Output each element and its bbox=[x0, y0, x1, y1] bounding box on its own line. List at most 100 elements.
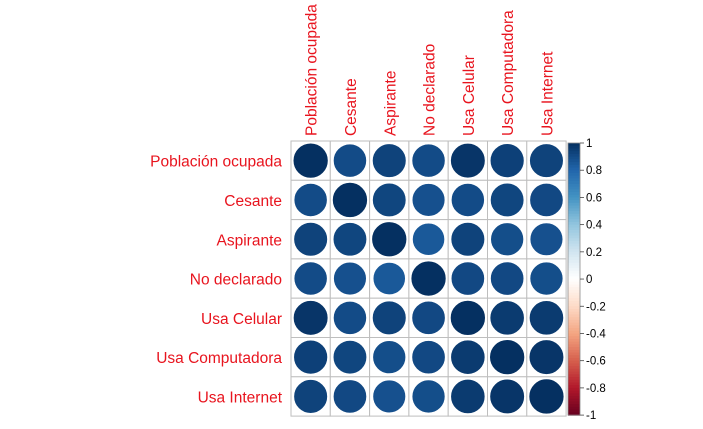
colorbar-segment bbox=[568, 379, 580, 384]
colorbar-segment bbox=[568, 387, 580, 392]
colorbar-segment bbox=[568, 357, 580, 362]
correlation-circle bbox=[489, 261, 525, 296]
correlation-circle bbox=[489, 339, 526, 376]
correlation-circle bbox=[293, 261, 328, 296]
colorbar-segment bbox=[568, 363, 580, 367]
correlation-circle bbox=[528, 378, 565, 415]
colorbar-segment bbox=[568, 289, 580, 294]
correlation-circle bbox=[528, 339, 565, 376]
colorbar-segment bbox=[568, 230, 580, 234]
colorbar-segment bbox=[568, 308, 580, 313]
colorbar-segment bbox=[568, 338, 580, 343]
correlation-circle bbox=[410, 260, 447, 297]
correlation-circle bbox=[371, 143, 407, 179]
colorbar-segment bbox=[568, 311, 580, 316]
correlation-grid bbox=[290, 140, 567, 417]
correlation-circle bbox=[529, 222, 564, 257]
colorbar-segment bbox=[568, 219, 580, 223]
colorbar-segment bbox=[568, 191, 580, 196]
colorbar-tick-label: -0.2 bbox=[586, 301, 606, 313]
colorbar-segment bbox=[568, 281, 580, 286]
colorbar-tick-label: -0.4 bbox=[586, 328, 606, 340]
correlation-circle bbox=[332, 261, 368, 296]
colorbar-segment bbox=[568, 183, 580, 188]
colorbar-segment bbox=[568, 181, 580, 185]
colorbar-segment bbox=[568, 344, 580, 348]
colorbar-segment bbox=[568, 268, 580, 272]
colorbar-segment bbox=[568, 368, 580, 373]
correlation-circle bbox=[529, 182, 564, 218]
colorbar-segment bbox=[568, 221, 580, 226]
column-label: No declarado bbox=[422, 44, 439, 136]
correlation-circle bbox=[450, 339, 486, 375]
row-label: Usa Computadora bbox=[156, 350, 282, 367]
colorbar-segment bbox=[568, 406, 580, 411]
colorbar-segment bbox=[568, 377, 580, 381]
row-label: Usa Internet bbox=[198, 389, 283, 406]
correlation-circle bbox=[292, 299, 329, 336]
colorbar-segment bbox=[568, 170, 580, 174]
colorbar-segment bbox=[568, 317, 580, 321]
colorbar-tick-label: -0.8 bbox=[586, 383, 606, 395]
colorbar-segment bbox=[568, 409, 580, 413]
colorbar-segment bbox=[568, 319, 580, 324]
correlation-circle bbox=[371, 182, 407, 218]
colorbar-segment bbox=[568, 175, 580, 179]
colorbar-segment bbox=[568, 262, 580, 267]
colorbar-segment bbox=[568, 224, 580, 228]
correlation-circle bbox=[372, 339, 407, 375]
colorbar-segment bbox=[568, 325, 580, 329]
colorbar-segment bbox=[568, 279, 580, 283]
colorbar-segment bbox=[568, 298, 580, 302]
colorbar-segment bbox=[568, 366, 580, 370]
correlation-circle bbox=[411, 143, 446, 178]
column-label: Usa Celular bbox=[461, 55, 478, 136]
colorbar-segment bbox=[568, 412, 580, 416]
correlation-circle bbox=[332, 379, 368, 414]
correlation-circle bbox=[293, 221, 329, 257]
correlation-circle bbox=[411, 339, 446, 375]
colorbar-segment bbox=[568, 151, 580, 155]
colorbar-segment bbox=[568, 143, 580, 147]
colorbar-segment bbox=[568, 153, 580, 158]
correlation-circle bbox=[371, 221, 408, 258]
colorbar-segment bbox=[568, 164, 580, 169]
correlation-circle bbox=[332, 300, 368, 336]
colorbar-segment bbox=[568, 390, 580, 394]
colorbar-tick-label: 0 bbox=[586, 274, 592, 286]
colorbar-segment bbox=[568, 257, 580, 261]
correlation-circle bbox=[331, 181, 369, 219]
colorbar-segment bbox=[568, 211, 580, 215]
colorbar-segment bbox=[568, 273, 580, 277]
colorbar-segment bbox=[568, 254, 580, 258]
colorbar-segment bbox=[568, 167, 580, 171]
colorbar-segment bbox=[568, 360, 580, 365]
column-label: Usa Internet bbox=[539, 51, 556, 136]
colorbar-segment bbox=[568, 213, 580, 218]
colorbar-segment bbox=[568, 322, 580, 326]
colorbar-segment bbox=[568, 284, 580, 288]
correlation-circle bbox=[449, 142, 486, 179]
colorbar-segment bbox=[568, 306, 580, 310]
colorbar-segment bbox=[568, 200, 580, 204]
colorbar-segment bbox=[568, 186, 580, 190]
correlation-circle bbox=[528, 143, 564, 179]
colorbar-segment bbox=[568, 205, 580, 209]
colorbar-segment bbox=[568, 341, 580, 345]
colorbar-segment bbox=[568, 178, 580, 182]
row-labels: Población ocupada Cesante Aspirante No decl… bbox=[150, 154, 283, 407]
colorbar-segment bbox=[568, 232, 580, 237]
colorbar-segment bbox=[568, 396, 580, 400]
colorbar-segment bbox=[568, 148, 580, 152]
colorbar-segment bbox=[568, 265, 580, 269]
column-labels: Población ocupada Cesante Aspirante No decl… bbox=[304, 4, 557, 136]
column-label: Cesante bbox=[343, 78, 360, 136]
row-label: Usa Celular bbox=[201, 311, 282, 328]
colorbar-segment bbox=[568, 330, 580, 335]
colorbar-segment bbox=[568, 238, 580, 242]
colorbar-segment bbox=[568, 300, 580, 305]
colorbar-segment bbox=[568, 382, 580, 386]
colorbar-segment bbox=[568, 347, 580, 351]
colorbar-segment bbox=[568, 398, 580, 403]
correlation-circle bbox=[489, 182, 525, 218]
